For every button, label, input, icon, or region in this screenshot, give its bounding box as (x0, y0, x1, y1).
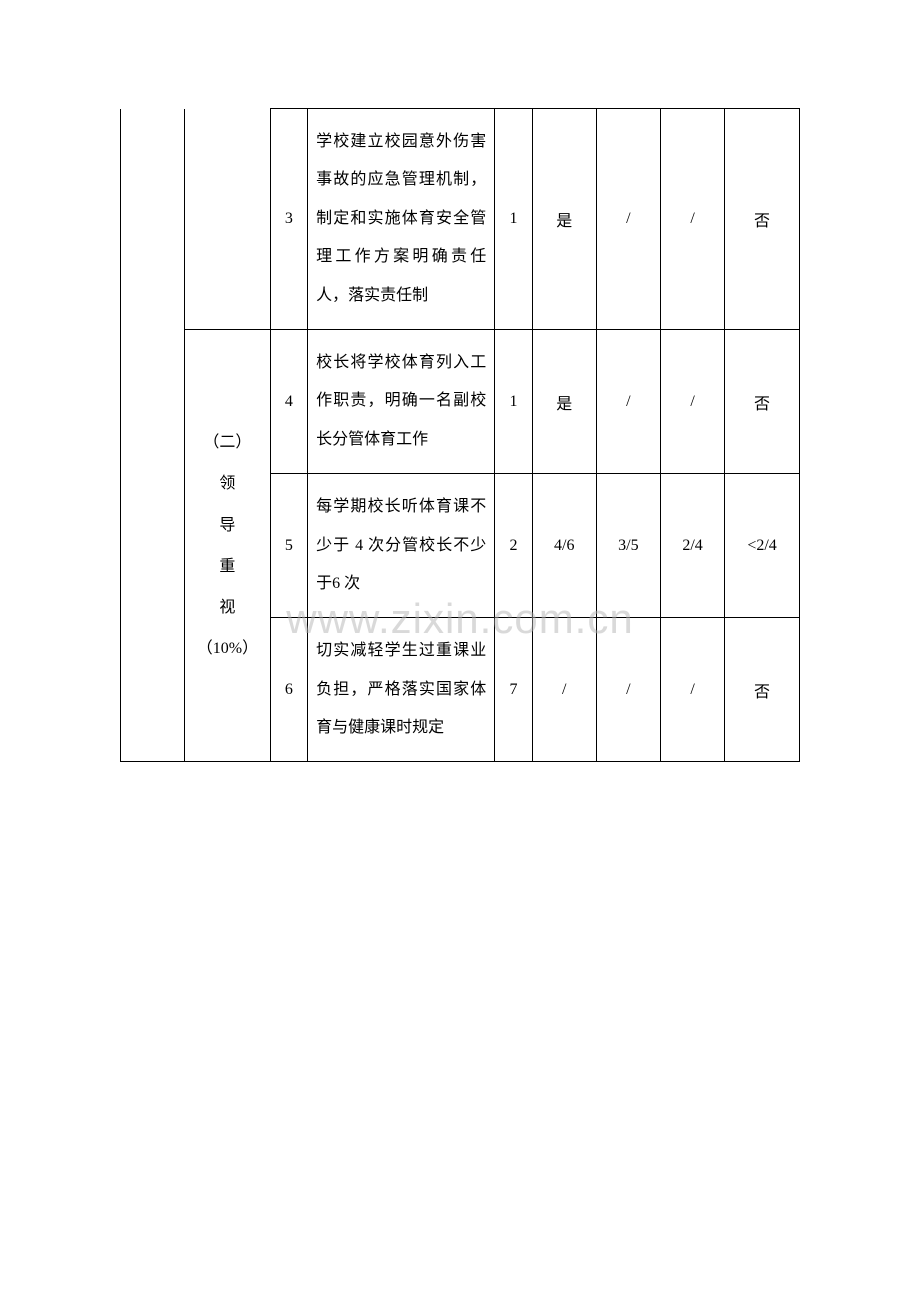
grade-b: 3/5 (596, 474, 660, 618)
evaluation-table-container: 3 学校建立校园意外伤害事故的应急管理机制，制定和实施体育安全管理工作方案明确责… (120, 108, 800, 762)
section-label-line: 视 (191, 590, 264, 625)
section-label-line: 导 (191, 508, 264, 543)
weight-value: 7 (495, 618, 532, 762)
section-label-line: （二） (191, 425, 264, 460)
row-index: 4 (270, 329, 307, 473)
col1-blank (121, 109, 185, 762)
criteria-text: 切实减轻学生过重课业负担，严格落实国家体育与健康课时规定 (308, 618, 495, 762)
evaluation-table: 3 学校建立校园意外伤害事故的应急管理机制，制定和实施体育安全管理工作方案明确责… (120, 108, 800, 762)
grade-d: <2/4 (725, 474, 800, 618)
table-row: （二） 领 导 重 视 （10%） 4 校长将学校体育列入工作职责，明确一名副校… (121, 329, 800, 473)
grade-b: / (596, 109, 660, 330)
grade-a: 是 (532, 329, 596, 473)
section-label-line: 重 (191, 549, 264, 584)
grade-c: / (660, 109, 724, 330)
grade-c: 2/4 (660, 474, 724, 618)
row-index: 3 (270, 109, 307, 330)
section-label-line: （10%） (191, 631, 264, 666)
grade-a: 是 (532, 109, 596, 330)
col2-blank-upper (185, 109, 271, 330)
grade-b: / (596, 618, 660, 762)
criteria-text: 每学期校长听体育课不少于 4 次分管校长不少于6 次 (308, 474, 495, 618)
grade-d: 否 (725, 618, 800, 762)
weight-value: 1 (495, 329, 532, 473)
grade-c: / (660, 329, 724, 473)
criteria-text: 校长将学校体育列入工作职责，明确一名副校长分管体育工作 (308, 329, 495, 473)
weight-value: 1 (495, 109, 532, 330)
weight-value: 2 (495, 474, 532, 618)
criteria-text: 学校建立校园意外伤害事故的应急管理机制，制定和实施体育安全管理工作方案明确责任人… (308, 109, 495, 330)
grade-c: / (660, 618, 724, 762)
grade-d: 否 (725, 109, 800, 330)
section-label-line: 领 (191, 466, 264, 501)
row-index: 6 (270, 618, 307, 762)
grade-a: 4/6 (532, 474, 596, 618)
grade-d: 否 (725, 329, 800, 473)
table-row: 3 学校建立校园意外伤害事故的应急管理机制，制定和实施体育安全管理工作方案明确责… (121, 109, 800, 330)
row-index: 5 (270, 474, 307, 618)
grade-b: / (596, 329, 660, 473)
grade-a: / (532, 618, 596, 762)
section-label: （二） 领 导 重 视 （10%） (185, 329, 271, 762)
